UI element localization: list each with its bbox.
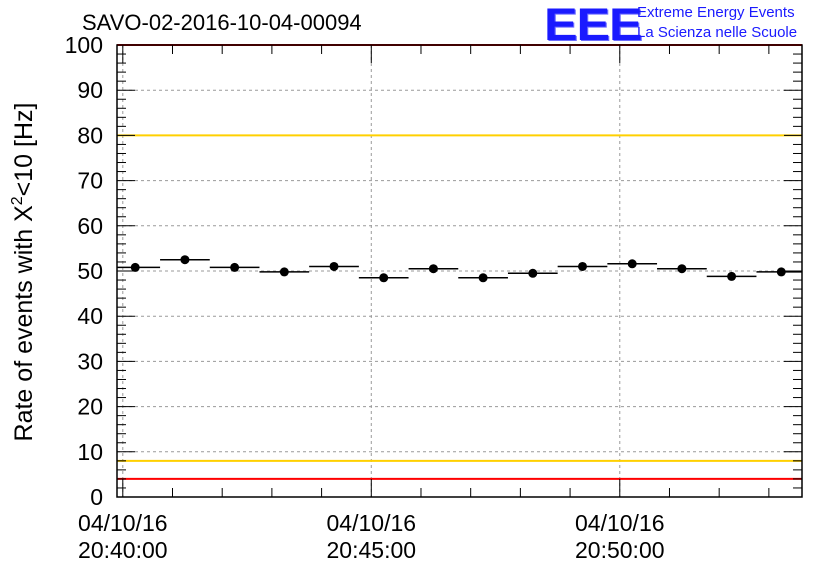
y-tick-label: 10: [77, 439, 103, 465]
logo-subtitle-line2: La Scienza nelle Scuole: [637, 24, 798, 41]
data-point: [379, 273, 389, 283]
data-point: [528, 268, 538, 278]
data-point: [279, 267, 289, 277]
y-tick-label: 60: [77, 213, 103, 239]
y-tick-label: 80: [77, 122, 103, 148]
data-point: [627, 259, 637, 269]
x-tick-time: 20:45:00: [327, 537, 417, 563]
data-point: [727, 271, 737, 281]
data-point: [329, 261, 339, 271]
y-tick-label: 90: [77, 77, 103, 103]
x-tick-labels: 04/10/1620:40:0004/10/1620:45:0004/10/16…: [78, 510, 665, 563]
logo-subtitle-line1: Extreme Energy Events: [637, 4, 795, 21]
reference-lines: [117, 44, 802, 480]
x-tick-time: 20:40:00: [78, 537, 168, 563]
data-point: [578, 261, 588, 271]
data-point: [230, 262, 240, 272]
data-point: [180, 255, 190, 265]
x-tick-time: 20:50:00: [575, 537, 665, 563]
chart-title: SAVO-02-2016-10-04-00094: [82, 10, 362, 35]
y-tick-label: 0: [90, 484, 103, 510]
x-tick-date: 04/10/16: [575, 510, 665, 536]
data-points: [117, 255, 802, 283]
eee-logo: EEE: [544, 0, 643, 50]
axis-ticks: [117, 44, 802, 498]
x-tick-date: 04/10/16: [327, 510, 417, 536]
data-point: [677, 264, 687, 274]
y-axis-label: Rate of events with X2<10 [Hz]: [9, 103, 38, 442]
y-tick-label: 40: [77, 303, 103, 329]
y-tick-label: 50: [77, 258, 103, 284]
y-tick-label: 70: [77, 168, 103, 194]
data-point: [130, 262, 140, 272]
x-tick-date: 04/10/16: [78, 510, 168, 536]
y-tick-label: 20: [77, 394, 103, 420]
data-point: [776, 267, 786, 277]
y-tick-label: 100: [65, 32, 103, 58]
data-point: [428, 264, 438, 274]
y-tick-label: 30: [77, 348, 103, 374]
grid-lines: [117, 45, 802, 497]
y-tick-labels: 0 10 20 30 40 50 60 70 80 90 100: [65, 32, 103, 510]
data-point: [478, 273, 488, 283]
